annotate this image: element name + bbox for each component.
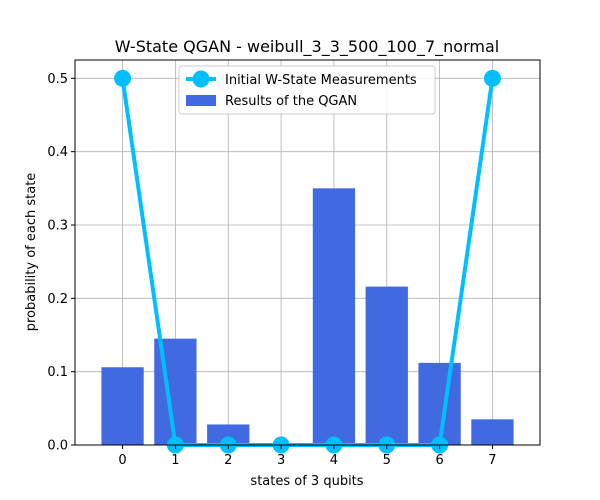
x-tick-label: 3 xyxy=(277,453,285,468)
x-tick-label: 1 xyxy=(171,453,179,468)
bar xyxy=(365,286,408,445)
y-axis-label: probability of each state xyxy=(24,173,39,332)
bar xyxy=(101,367,144,445)
bar xyxy=(312,188,356,446)
bar xyxy=(207,424,250,445)
x-tick-label: 7 xyxy=(488,453,496,468)
y-axis-ticks: 0.0 0.1 0.2 0.3 0.4 0.5 xyxy=(47,72,75,454)
x-axis-ticks: 0 1 2 3 4 5 6 7 xyxy=(118,445,497,468)
line-point xyxy=(483,69,501,87)
x-tick-label: 6 xyxy=(435,453,443,468)
y-tick-label: 0.2 xyxy=(47,292,68,307)
x-axis-label: states of 3 qubits xyxy=(250,474,363,489)
legend-label-bar: Results of the QGAN xyxy=(225,94,357,109)
x-tick-label: 5 xyxy=(383,453,391,468)
legend-bar-swatch xyxy=(186,95,216,106)
plot-frame xyxy=(74,59,541,446)
y-tick-label: 0.1 xyxy=(47,365,68,380)
y-tick-label: 0.3 xyxy=(47,219,68,234)
legend-label-line: Initial W-State Measurements xyxy=(225,73,417,88)
legend: Initial W-State Measurements Results of … xyxy=(178,65,436,115)
legend-box xyxy=(178,65,436,115)
bar xyxy=(471,419,514,445)
y-tick-label: 0.0 xyxy=(47,439,68,454)
line-point xyxy=(114,69,132,87)
y-tick-label: 0.5 xyxy=(47,72,68,87)
y-tick-label: 0.4 xyxy=(47,145,68,160)
bar-series xyxy=(101,188,514,446)
x-tick-label: 4 xyxy=(330,453,338,468)
chart-title: W-State QGAN - weibull_3_3_500_100_7_nor… xyxy=(115,37,499,57)
legend-line-marker xyxy=(192,70,210,88)
x-tick-label: 0 xyxy=(118,453,126,468)
x-tick-label: 2 xyxy=(224,453,232,468)
